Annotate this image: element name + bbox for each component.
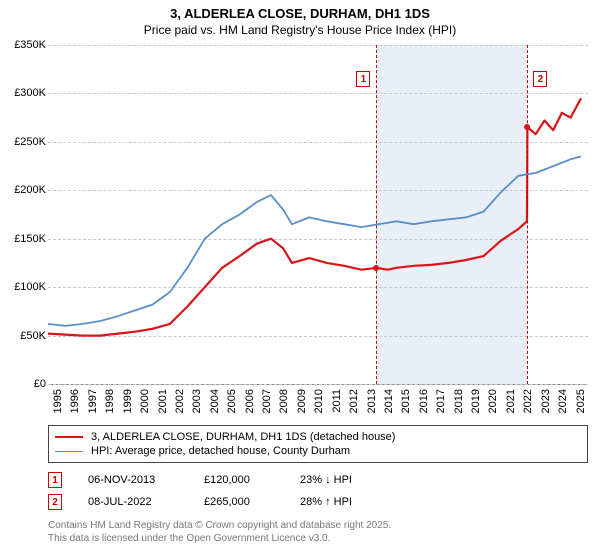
x-tick-label: 2013 bbox=[366, 389, 378, 413]
x-tick-label: 2006 bbox=[244, 389, 256, 413]
x-tick-label: 2024 bbox=[557, 389, 569, 413]
title-block: 3, ALDERLEA CLOSE, DURHAM, DH1 1DS Price… bbox=[0, 0, 600, 41]
x-tick-label: 2002 bbox=[174, 389, 186, 413]
x-tick-label: 2000 bbox=[139, 389, 151, 413]
event-marker-box: 1 bbox=[356, 71, 370, 87]
legend-row: HPI: Average price, detached house, Coun… bbox=[55, 444, 581, 458]
legend-label: 3, ALDERLEA CLOSE, DURHAM, DH1 1DS (deta… bbox=[91, 431, 395, 443]
footer-attribution: Contains HM Land Registry data © Crown c… bbox=[48, 519, 588, 545]
y-tick-label: £50K bbox=[2, 330, 46, 342]
event-price: £265,000 bbox=[204, 496, 274, 508]
x-tick-label: 2005 bbox=[226, 389, 238, 413]
x-tick-label: 2011 bbox=[331, 389, 343, 413]
events-table: 1 06-NOV-2013 £120,000 23% ↓ HPI 2 08-JUL-202… bbox=[48, 469, 588, 513]
x-tick-label: 2015 bbox=[400, 389, 412, 413]
event-price: £120,000 bbox=[204, 474, 274, 486]
legend-swatch bbox=[55, 451, 83, 452]
y-axis-labels: £0£50K£100K£150K£200K£250K£300K£350K bbox=[2, 45, 46, 384]
series-layer bbox=[48, 45, 588, 384]
legend-swatch bbox=[55, 436, 83, 438]
event-dot bbox=[373, 265, 379, 271]
x-tick-label: 2016 bbox=[418, 389, 430, 413]
x-tick-label: 2009 bbox=[296, 389, 308, 413]
x-axis-labels: 1995 1996 1997 1998 1999 2000 2001 2002 2003 2004… bbox=[48, 385, 588, 423]
x-tick-label: 1999 bbox=[122, 389, 134, 413]
x-tick-label: 2019 bbox=[470, 389, 482, 413]
x-tick-label: 2023 bbox=[540, 389, 552, 413]
y-tick-label: £200K bbox=[2, 184, 46, 196]
title-line1: 3, ALDERLEA CLOSE, DURHAM, DH1 1DS bbox=[10, 6, 590, 21]
x-tick-label: 2008 bbox=[278, 389, 290, 413]
footer-line2: This data is licensed under the Open Gov… bbox=[48, 532, 588, 545]
x-tick-label: 2017 bbox=[435, 389, 447, 413]
event-row: 1 06-NOV-2013 £120,000 23% ↓ HPI bbox=[48, 469, 588, 491]
y-tick-label: £250K bbox=[2, 136, 46, 148]
event-marker: 1 bbox=[48, 472, 62, 488]
x-tick-label: 1996 bbox=[69, 389, 81, 413]
x-tick-label: 2004 bbox=[209, 389, 221, 413]
event-marker: 2 bbox=[48, 494, 62, 510]
event-date: 06-NOV-2013 bbox=[88, 474, 178, 486]
x-tick-label: 2020 bbox=[487, 389, 499, 413]
x-tick-label: 1998 bbox=[104, 389, 116, 413]
y-tick-label: £350K bbox=[2, 39, 46, 51]
title-line2: Price paid vs. HM Land Registry's House … bbox=[10, 23, 590, 37]
x-tick-label: 2018 bbox=[453, 389, 465, 413]
series-line-price_paid bbox=[48, 98, 581, 335]
event-delta: 23% ↓ HPI bbox=[300, 474, 390, 486]
x-tick-label: 2014 bbox=[383, 389, 395, 413]
x-tick-label: 1997 bbox=[87, 389, 99, 413]
y-tick-label: £0 bbox=[2, 378, 46, 390]
event-delta: 28% ↑ HPI bbox=[300, 496, 390, 508]
x-tick-label: 2012 bbox=[348, 389, 360, 413]
event-vline bbox=[376, 45, 377, 384]
legend-row: 3, ALDERLEA CLOSE, DURHAM, DH1 1DS (deta… bbox=[55, 430, 581, 444]
x-tick-label: 2025 bbox=[575, 389, 587, 413]
x-tick-label: 2021 bbox=[505, 389, 517, 413]
footer-line1: Contains HM Land Registry data © Crown c… bbox=[48, 519, 588, 532]
chart-container: 3, ALDERLEA CLOSE, DURHAM, DH1 1DS Price… bbox=[0, 0, 600, 560]
y-tick-label: £300K bbox=[2, 87, 46, 99]
event-row: 2 08-JUL-2022 £265,000 28% ↑ HPI bbox=[48, 491, 588, 513]
chart-plot-area: £0£50K£100K£150K£200K£250K£300K£350K 12 bbox=[48, 45, 588, 385]
x-tick-label: 2007 bbox=[261, 389, 273, 413]
event-date: 08-JUL-2022 bbox=[88, 496, 178, 508]
event-marker-box: 2 bbox=[533, 71, 547, 87]
y-tick-label: £100K bbox=[2, 281, 46, 293]
event-dot bbox=[524, 124, 530, 130]
event-vline bbox=[527, 45, 528, 384]
legend: 3, ALDERLEA CLOSE, DURHAM, DH1 1DS (deta… bbox=[48, 425, 588, 463]
x-tick-label: 2003 bbox=[191, 389, 203, 413]
x-tick-label: 2010 bbox=[313, 389, 325, 413]
x-tick-label: 1995 bbox=[52, 389, 64, 413]
x-tick-label: 2001 bbox=[157, 389, 169, 413]
legend-label: HPI: Average price, detached house, Coun… bbox=[91, 445, 350, 457]
y-tick-label: £150K bbox=[2, 233, 46, 245]
x-tick-label: 2022 bbox=[522, 389, 534, 413]
